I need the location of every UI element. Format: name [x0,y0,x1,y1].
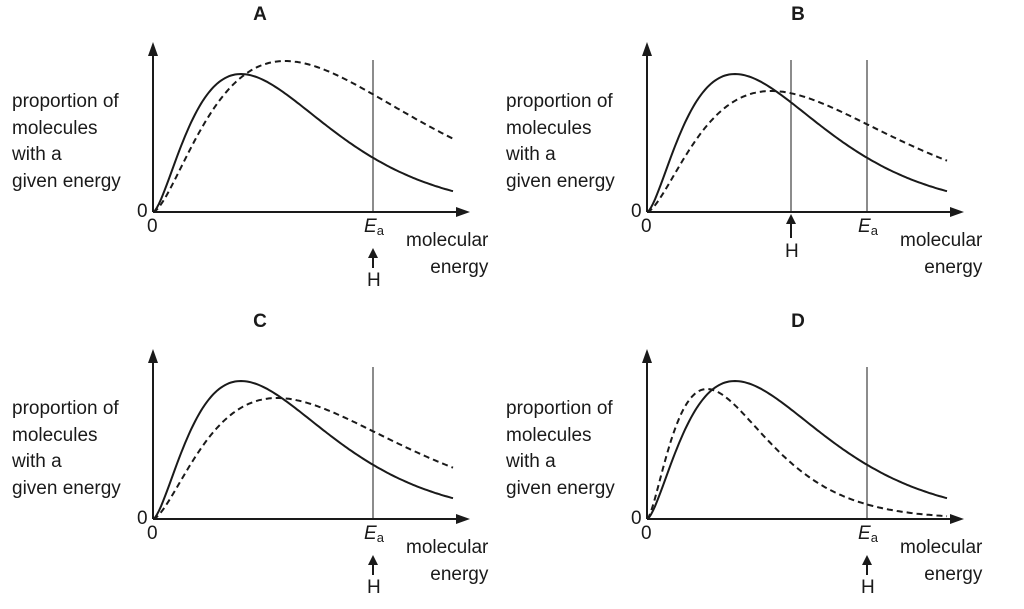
h-arrow [368,555,378,575]
graph-panel-d: D proportion of molecules with a given ener… [494,307,1004,607]
y-axis-label: proportion of molecules with a given energy [506,91,615,192]
y-axis [148,349,158,519]
y-axis-label: proportion of molecules with a given energy [12,91,121,192]
graph-panel-c: C proportion of molecules with a given ener… [0,307,510,607]
y-axis [148,42,158,212]
y-axis-label: proportion of molecules with a given energy [12,398,121,499]
y-axis-label: proportion of molecules with a given energy [506,398,615,499]
graph-panel-b: B proportion of molecules with a given ener… [494,0,1004,300]
x-axis [153,514,470,524]
x-axis-label: molecular energy [900,537,983,585]
y-axis [642,349,652,519]
x-axis [153,207,470,217]
panel-label: C [253,311,267,332]
graph-panel-a: A proportion of molecules with a given ener… [0,0,510,300]
x-axis-label: molecular energy [406,230,489,278]
graph-svg [642,349,964,575]
origin-x-label: 0 [641,216,652,237]
origin-y-label: 0 [137,508,148,529]
panel-label: D [791,311,805,332]
solid-curve [152,72,454,213]
x-axis [647,514,964,524]
ea-label: Ea [364,216,384,238]
graph-svg [148,349,470,575]
solid-curve [152,379,454,520]
origin-y-label: 0 [631,201,642,222]
x-axis-label: molecular energy [406,537,489,585]
panel-label: B [791,4,805,25]
panel-label: A [253,4,267,25]
h-arrow [368,248,378,268]
h-label: H [367,270,381,291]
graph-svg [642,42,964,238]
origin-x-label: 0 [147,523,158,544]
h-label: H [785,241,799,262]
origin-x-label: 0 [147,216,158,237]
origin-x-label: 0 [641,523,652,544]
h-label: H [861,577,875,598]
graph-svg [148,42,470,268]
origin-y-label: 0 [137,201,148,222]
h-arrow [786,214,796,238]
dashed-curve [152,60,454,213]
solid-curve [646,72,948,213]
h-label: H [367,577,381,598]
x-axis [647,207,964,217]
ea-label: Ea [858,216,878,238]
y-axis [642,42,652,212]
dashed-curve [646,387,948,520]
ea-label: Ea [858,523,878,545]
x-axis-label: molecular energy [900,230,983,278]
solid-curve [646,379,948,520]
origin-y-label: 0 [631,508,642,529]
ea-label: Ea [364,523,384,545]
h-arrow [862,555,872,575]
